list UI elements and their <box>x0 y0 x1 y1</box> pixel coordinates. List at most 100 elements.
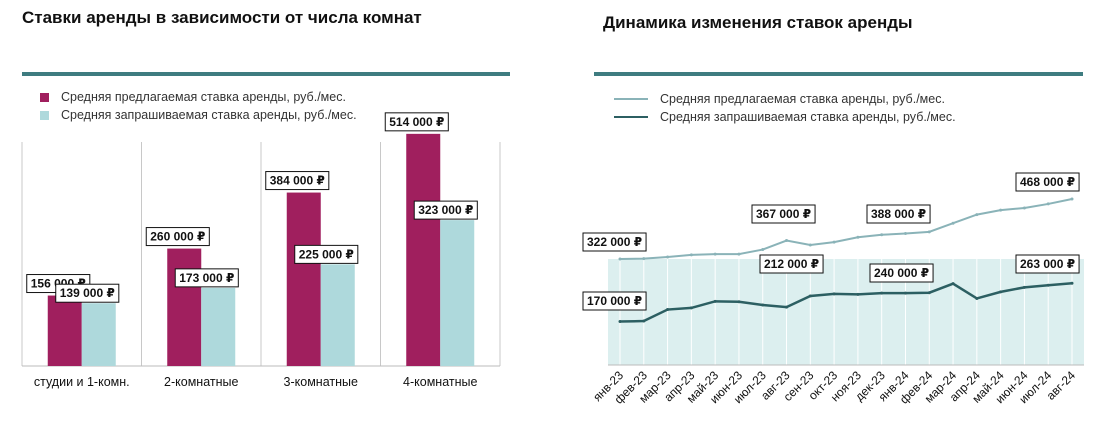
series-point <box>880 291 884 295</box>
series-point <box>666 308 670 312</box>
line-data-label: 468 000 ₽ <box>1020 175 1075 189</box>
bar-data-label-box <box>294 244 359 264</box>
bar-requested <box>81 303 116 366</box>
series-point <box>689 306 693 310</box>
line-data-label-box <box>1015 254 1080 274</box>
line-data-label: 367 000 ₽ <box>756 207 811 221</box>
line-data-label-box <box>759 254 824 274</box>
bar-data-label: 225 000 ₽ <box>299 247 354 261</box>
bar-data-label: 323 000 ₽ <box>418 203 473 217</box>
line-data-label-box <box>869 263 934 283</box>
line-data-label-group: 212 000 ₽ <box>759 254 824 274</box>
bar-data-label: 139 000 ₽ <box>60 286 115 300</box>
x-tick-label: 3-комнатные <box>284 375 358 389</box>
right-legend: Средняя предлагаемая ставка аренды, руб.… <box>614 90 956 126</box>
chart-area-band <box>608 259 1084 365</box>
series-point <box>1046 202 1050 206</box>
bar-offered <box>167 248 202 366</box>
series-point <box>737 252 741 256</box>
series-point <box>1022 206 1026 210</box>
series-line-requested <box>619 282 1073 323</box>
bar-offered <box>47 295 82 366</box>
series-point <box>808 294 812 298</box>
series-point <box>689 253 693 257</box>
line-data-label-box <box>582 291 647 311</box>
series-point <box>927 291 931 295</box>
bar-data-label: 384 000 ₽ <box>270 174 325 188</box>
bar-requested <box>201 287 236 366</box>
line-data-label-group: 388 000 ₽ <box>866 204 931 224</box>
series-point <box>1046 283 1050 287</box>
line-data-label: 240 000 ₽ <box>874 266 929 280</box>
series-point <box>999 290 1003 294</box>
line-data-label-box <box>751 204 816 224</box>
series-point <box>785 239 789 243</box>
series-point <box>618 319 622 323</box>
series-point <box>785 305 789 309</box>
right-chart-title: Динамика изменения ставок аренды <box>603 13 913 32</box>
series-point <box>903 291 907 295</box>
series-point <box>951 221 955 225</box>
line-data-label-group: 468 000 ₽ <box>1015 172 1080 192</box>
line-data-label-group: 322 000 ₽ <box>582 232 647 252</box>
legend-item-requested: Средняя запрашиваемая ставка аренды, руб… <box>40 106 357 124</box>
bar-offered <box>286 192 321 366</box>
x-tick-label: студии и 1-комн. <box>34 375 130 389</box>
bar-requested <box>320 264 355 366</box>
bar-data-label-group: 323 000 ₽ <box>413 200 478 220</box>
line-data-label-box <box>866 204 931 224</box>
legend-item-offered-line: Средняя предлагаемая ставка аренды, руб.… <box>614 90 956 108</box>
bar-data-label-group: 514 000 ₽ <box>384 112 449 132</box>
legend-line-requested <box>614 116 648 118</box>
line-data-label: 212 000 ₽ <box>764 257 819 271</box>
series-line-offered <box>619 198 1073 260</box>
line-data-label-box <box>582 232 647 252</box>
bar-data-label-box <box>384 112 449 132</box>
series-point <box>975 213 979 217</box>
legend-label-requested: Средняя запрашиваемая ставка аренды, руб… <box>61 108 357 122</box>
bar-data-label: 260 000 ₽ <box>150 230 205 244</box>
series-point <box>618 257 622 261</box>
legend-label-offered: Средняя предлагаемая ставка аренды, руб.… <box>61 90 346 104</box>
series-point <box>832 240 836 244</box>
x-tick-label: 2-комнатные <box>164 375 238 389</box>
bar-data-label-box <box>174 268 239 288</box>
legend-label-offered-line: Средняя предлагаемая ставка аренды, руб.… <box>660 92 945 106</box>
bar-data-label-box <box>413 200 478 220</box>
series-point <box>832 292 836 296</box>
bar-offered <box>406 133 441 366</box>
bar-data-label-box <box>265 171 330 191</box>
left-chart-title: Ставки аренды в зависимости от числа ком… <box>22 8 422 27</box>
legend-item-requested-line: Средняя запрашиваемая ставка аренды, руб… <box>614 108 956 126</box>
series-point <box>951 282 955 286</box>
bar-data-label-group: 260 000 ₽ <box>145 227 210 247</box>
line-data-label-group: 263 000 ₽ <box>1015 254 1080 274</box>
legend-label-requested-line: Средняя запрашиваемая ставка аренды, руб… <box>660 110 956 124</box>
bar-data-label: 173 000 ₽ <box>179 271 234 285</box>
bar-data-label-group: 139 000 ₽ <box>55 283 120 303</box>
series-point <box>761 303 765 307</box>
series-point <box>666 255 670 259</box>
legend-line-offered <box>614 98 648 100</box>
series-point <box>856 235 860 239</box>
bar-data-label: 514 000 ₽ <box>389 115 444 129</box>
series-point <box>1070 281 1074 285</box>
series-point <box>1022 285 1026 289</box>
line-data-label: 388 000 ₽ <box>871 207 926 221</box>
line-data-label-group: 367 000 ₽ <box>751 204 816 224</box>
bar-data-label-group: 384 000 ₽ <box>265 171 330 191</box>
series-point <box>999 208 1003 212</box>
series-point <box>880 233 884 237</box>
series-point <box>761 248 765 252</box>
left-title-rule <box>22 72 510 76</box>
line-data-label-group: 170 000 ₽ <box>582 291 647 311</box>
legend-swatch-requested <box>40 110 49 120</box>
line-data-label: 322 000 ₽ <box>587 235 642 249</box>
series-point <box>927 230 931 234</box>
series-point <box>856 292 860 296</box>
bar-data-label-box <box>145 227 210 247</box>
series-point <box>737 300 741 304</box>
line-data-label: 170 000 ₽ <box>587 294 642 308</box>
series-point <box>903 232 907 236</box>
